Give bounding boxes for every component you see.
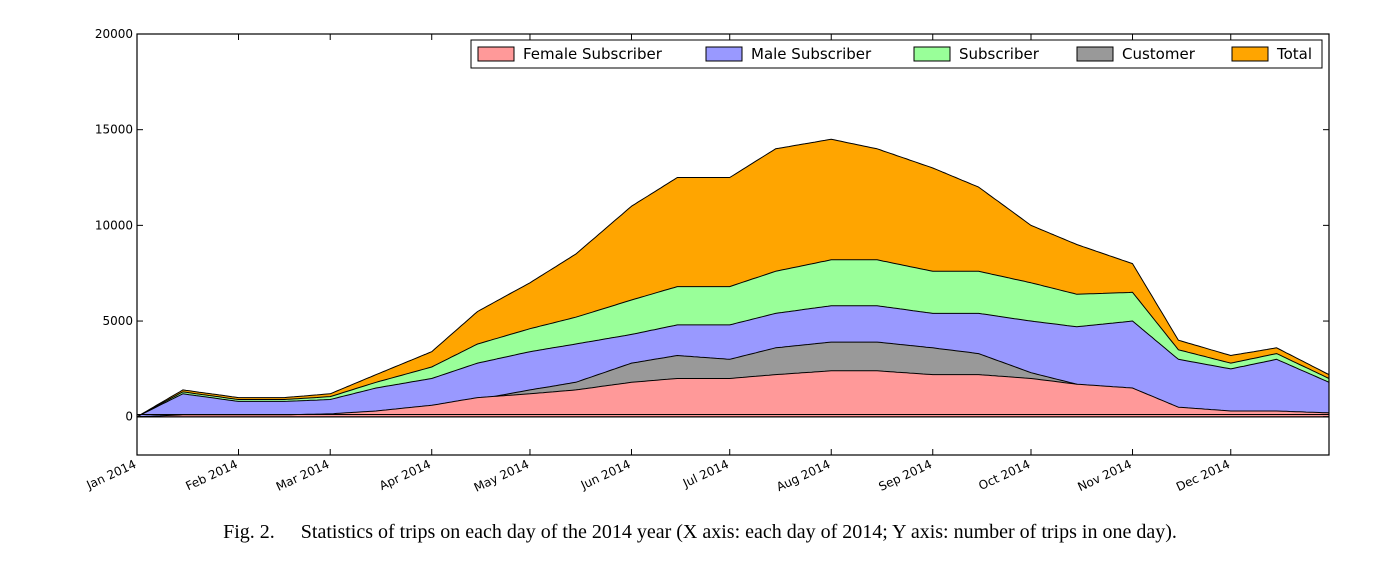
legend-label: Male Subscriber	[751, 45, 872, 63]
legend-label: Female Subscriber	[523, 45, 663, 63]
x-tick-label: Jun 2014	[578, 457, 633, 493]
y-tick-label: 15000	[95, 123, 133, 137]
chart-legend: Female Subscriber Male Subscriber Subscrib…	[470, 39, 1323, 69]
x-tick-label: Jan 2014	[84, 457, 139, 492]
x-tick-label: May 2014	[472, 457, 532, 495]
legend-swatch	[1231, 46, 1269, 62]
x-tick-label: Mar 2014	[274, 457, 332, 494]
legend-frame	[470, 39, 1323, 69]
trips-area-chart: 0 5000 10000 15000 20000 Jan 2014 Feb 2014 Mar…	[84, 27, 1330, 495]
x-tick-label: Jul 2014	[680, 457, 731, 491]
x-tick-label: Dec 2014	[1174, 457, 1232, 494]
figure-caption-text: Statistics of trips on each day of the 2…	[300, 521, 1177, 543]
area-female-subscriber	[136, 370, 1330, 418]
legend-swatch	[705, 46, 743, 62]
x-tick-label: Feb 2014	[183, 457, 239, 493]
legend-swatch	[1076, 46, 1114, 62]
legend-swatch	[477, 46, 515, 62]
chart-areas	[136, 138, 1330, 418]
legend-label: Total	[1276, 45, 1312, 63]
x-tick-label: Oct 2014	[976, 457, 1032, 493]
x-tick-label: Apr 2014	[377, 457, 433, 493]
y-tick-label: 10000	[95, 218, 133, 232]
legend-label: Customer	[1122, 45, 1196, 63]
legend-swatch	[913, 46, 951, 62]
figure-number: Fig. 2.	[223, 521, 275, 543]
x-tick-label: Sep 2014	[876, 457, 934, 494]
plot-frame	[136, 33, 1330, 456]
x-tick-label: Nov 2014	[1076, 457, 1134, 494]
legend-label: Subscriber	[959, 45, 1040, 63]
y-axis: 0 5000 10000 15000 20000	[95, 27, 1329, 424]
x-tick-label: Aug 2014	[774, 457, 832, 494]
y-tick-label: 20000	[95, 27, 133, 41]
figure-caption: Fig. 2. Statistics of trips on each day o…	[0, 521, 1400, 544]
y-tick-label: 5000	[102, 314, 133, 328]
y-tick-label: 0	[125, 410, 133, 424]
